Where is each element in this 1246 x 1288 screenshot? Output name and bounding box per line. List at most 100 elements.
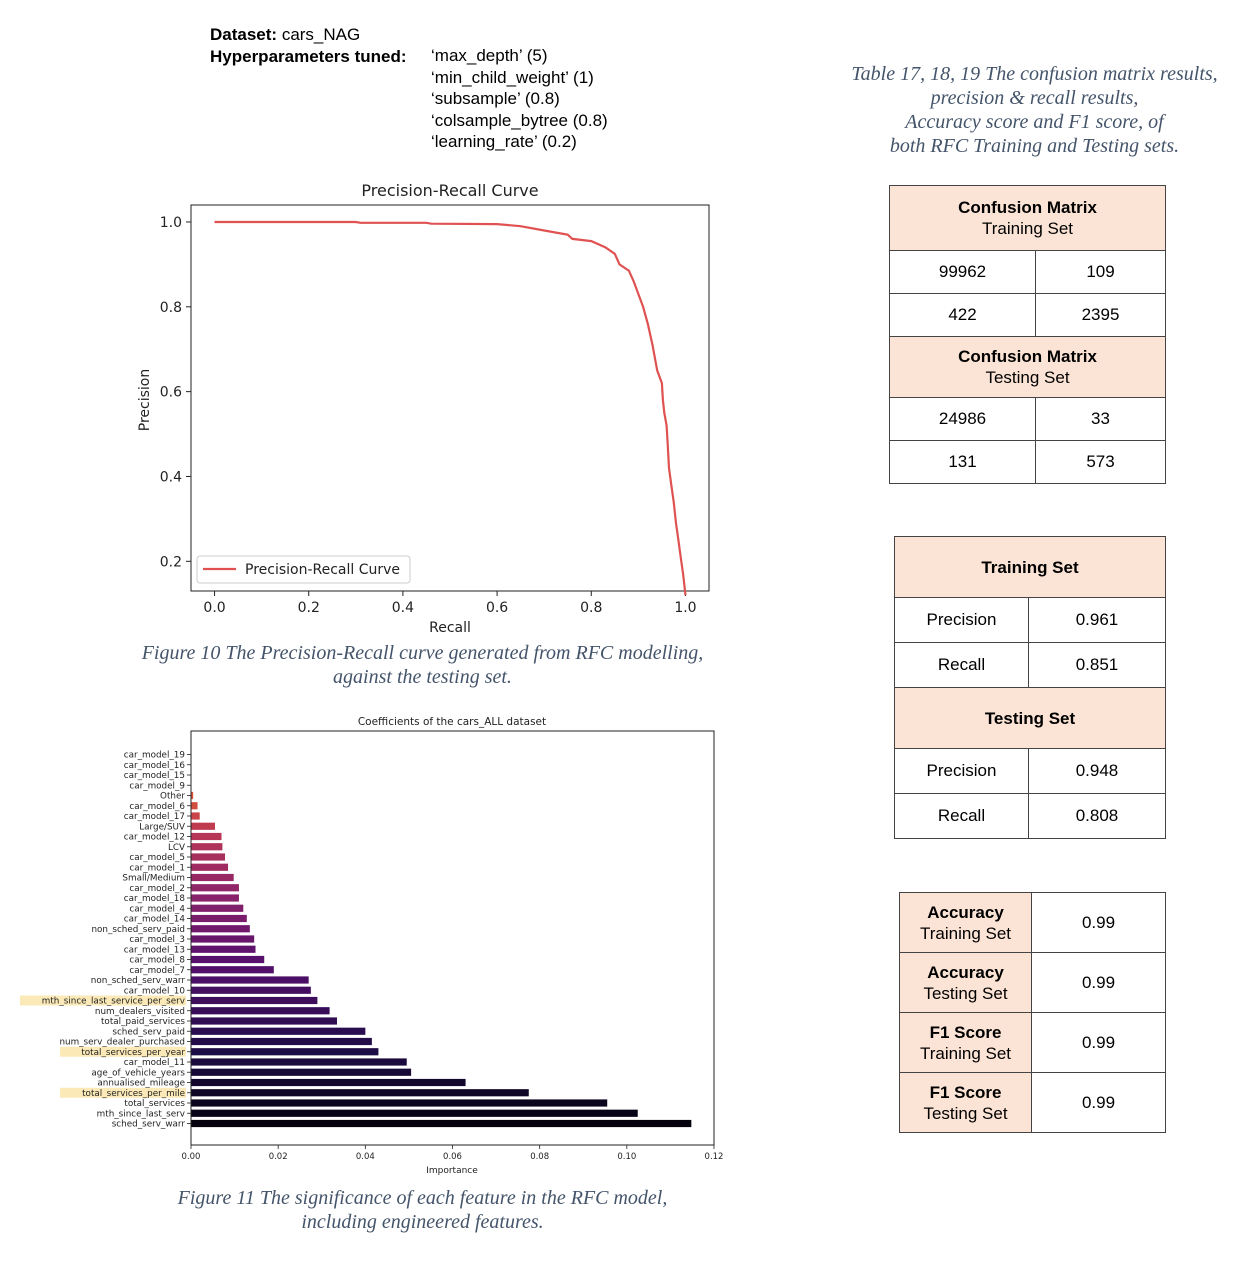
fi-category-label: car_model_8 (129, 956, 185, 966)
pr-plot-frame (190, 204, 710, 592)
pr-legend-box (196, 555, 411, 584)
fi-category-label: total_services (124, 1099, 185, 1109)
score-label: Accuracy Testing Set (899, 952, 1032, 1013)
pr-curve-line (214, 220, 687, 596)
fi-bar (191, 1089, 529, 1097)
fi-bar (191, 863, 229, 871)
metric-name: Recall (894, 793, 1029, 839)
hyperparameters-label: Hyperparameters tuned: (210, 46, 407, 66)
pr-x-tick-label: 0.0 (203, 600, 225, 616)
score-set: Testing Set (923, 983, 1008, 1003)
fi-category-label: non_sched_serv_paid (91, 925, 185, 935)
caption-line: Figure 10 The Precision-Recall curve gen… (141, 642, 704, 664)
fi-x-tick-label: 0.06 (443, 1152, 462, 1162)
confusion-training-header: Confusion Matrix Training Set (889, 185, 1166, 251)
caption-line: against the testing set. (333, 666, 512, 688)
caption-line: Table 17, 18, 19 The confusion matrix re… (851, 63, 1218, 85)
fi-bar (191, 976, 309, 984)
fi-bar (191, 873, 234, 882)
score-set: Training Set (919, 923, 1012, 943)
fi-category-label: car_model_15 (124, 771, 185, 781)
pr-x-tick-label: 0.6 (486, 600, 508, 616)
fi-category-label: car_model_13 (124, 945, 185, 955)
dataset-line: Dataset: cars_NAG (210, 24, 407, 46)
hyperparameter-item: ‘subsample’ (0.8) (431, 89, 560, 108)
score-value: 0.99 (1031, 952, 1166, 1013)
fi-bar (191, 1048, 379, 1056)
pr-y-tick-label: 1.0 (160, 215, 182, 231)
fi-category-label: car_model_14 (124, 915, 186, 925)
fi-x-tick-label: 0.02 (269, 1152, 288, 1162)
fi-category-label: car_model_5 (129, 853, 185, 863)
score-metric: Accuracy (927, 902, 1004, 922)
pr-x-axis: 0.0 0.2 0.4 0.6 0.8 1.0 (203, 591, 697, 616)
score-set: Training Set (919, 1043, 1012, 1063)
score-label: Accuracy Training Set (899, 892, 1032, 953)
fi-bar (191, 986, 311, 994)
fi-x-axis-label: Importance (426, 1166, 478, 1176)
fi-label-highlight (60, 1087, 186, 1098)
metric-value: 0.851 (1028, 642, 1166, 688)
fi-bar (191, 904, 244, 912)
pr-x-tick-label: 0.2 (298, 600, 320, 616)
fi-x-tick-label: 0.04 (356, 1152, 375, 1162)
caption-line: including engineered features. (301, 1211, 544, 1233)
fi-category-label: car_model_18 (124, 894, 185, 904)
fi-chart-title: Coefficients of the cars_ALL dataset (358, 716, 546, 728)
pr-chart-title: Precision-Recall Curve (361, 181, 538, 200)
pr-legend-label: Precision-Recall Curve (245, 562, 400, 578)
scores-table: Accuracy Training Set 0.99 Accuracy Test… (899, 892, 1166, 1133)
fi-bar (191, 925, 250, 933)
metric-value: 0.808 (1028, 793, 1166, 839)
figure10-caption: Figure 10 The Precision-Recall curve gen… (110, 641, 735, 689)
fi-bar (191, 802, 198, 810)
fi-bar (191, 914, 247, 923)
fi-category-label: car_model_6 (129, 802, 185, 812)
confusion-testing-subtitle: Testing Set (985, 368, 1070, 387)
fi-bar (191, 1058, 407, 1066)
score-label: F1 Score Testing Set (899, 1072, 1032, 1133)
hyperparameter-header: Dataset: cars_NAG Hyperparameters tuned:… (210, 24, 608, 151)
fi-bar (191, 945, 256, 953)
fi-bar (191, 996, 318, 1005)
fi-category-label: car_model_10 (124, 986, 186, 996)
fi-category-label: total_paid_services (101, 1017, 185, 1027)
fi-category-label: Large/SUV (139, 822, 185, 832)
confusion-training-title: Confusion Matrix (958, 198, 1097, 217)
pr-x-tick-label: 0.4 (392, 600, 414, 616)
fi-bar (191, 1078, 466, 1087)
pr-y-tick-label: 0.8 (160, 300, 182, 316)
fi-label-highlight (20, 995, 187, 1006)
fi-bar (191, 1007, 330, 1015)
fi-category-label: Other (160, 792, 185, 802)
fi-bar (191, 966, 274, 974)
hyperparameter-item: ‘max_depth’ (5) (431, 46, 548, 65)
confusion-cell: 422 (889, 293, 1036, 337)
confusion-cell: 33 (1035, 397, 1166, 441)
fi-category-label: age_of_vehicle_years (91, 1068, 185, 1078)
hyperparameter-item: ‘min_child_weight’ (1) (431, 67, 594, 87)
fi-bar (191, 812, 200, 820)
pr-x-tick-label: 1.0 (674, 600, 696, 616)
fi-category-label: sched_serv_warr (112, 1120, 186, 1130)
fi-category-label: car_model_16 (124, 761, 186, 771)
fi-category-label: car_model_3 (129, 935, 185, 945)
fi-label-highlight (60, 1046, 186, 1057)
confusion-cell: 24986 (889, 397, 1036, 441)
fi-category-label: car_model_11 (124, 1058, 185, 1068)
pr-training-header: Training Set (894, 536, 1166, 598)
fi-category-label: car_model_9 (129, 781, 185, 791)
metric-value: 0.948 (1028, 748, 1166, 794)
fi-category-label: car_model_2 (129, 884, 185, 894)
fi-bar (191, 1037, 372, 1046)
fi-category-label: annualised_mileage (97, 1079, 185, 1089)
fi-bar (191, 832, 222, 841)
fi-category-label: car_model_7 (129, 966, 185, 976)
fi-category-label: num_dealers_visited (95, 1007, 185, 1017)
confusion-testing-title: Confusion Matrix (958, 347, 1097, 366)
fi-category-label: num_serv_dealer_purchased (59, 1038, 185, 1048)
confusion-training-subtitle: Training Set (981, 219, 1074, 238)
fi-bar (191, 1109, 638, 1117)
fi-bar (191, 843, 223, 851)
fi-category-label: total_services_per_year (81, 1048, 185, 1058)
